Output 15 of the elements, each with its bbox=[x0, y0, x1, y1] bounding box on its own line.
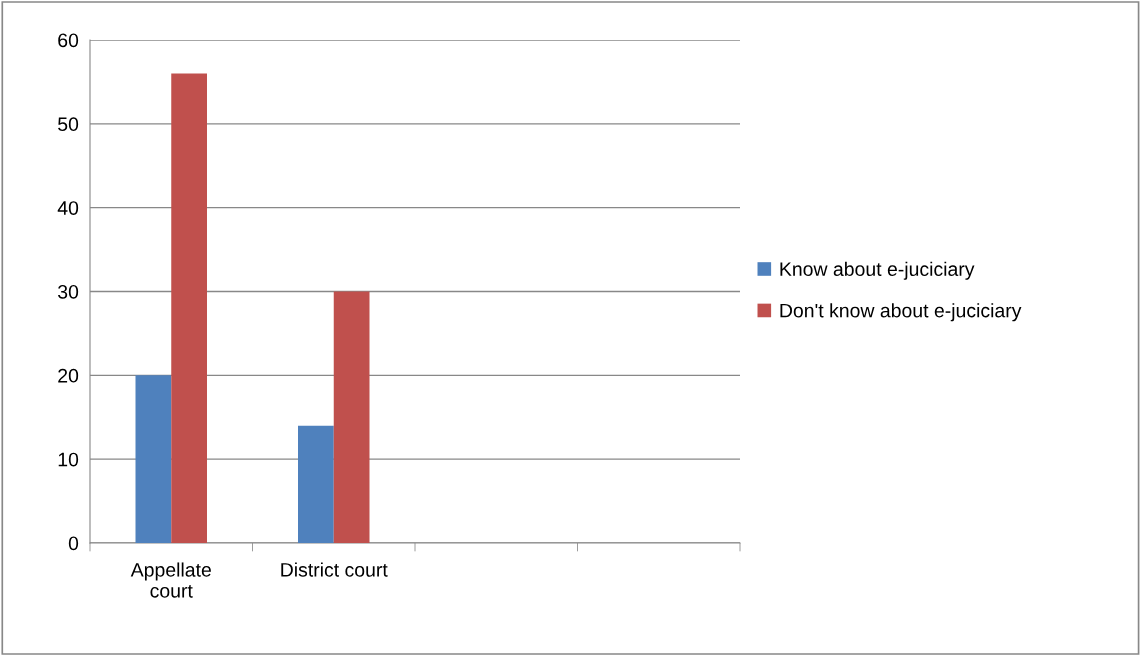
y-tick-label: 10 bbox=[58, 452, 79, 467]
legend-label: Don't know about e-juciciary bbox=[780, 303, 1022, 322]
y-tick-label: 60 bbox=[58, 33, 79, 48]
bar bbox=[171, 73, 207, 543]
y-tick-label: 40 bbox=[57, 201, 79, 215]
legend-label: Know about e-juciciary bbox=[780, 261, 975, 280]
y-tick-label: 0 bbox=[68, 536, 79, 551]
y-tick-label: 30 bbox=[58, 284, 79, 299]
bar bbox=[135, 375, 172, 543]
x-tick-label: District court bbox=[281, 562, 388, 577]
x-tick-label: Appellate court bbox=[130, 562, 211, 598]
bar bbox=[298, 425, 334, 543]
y-tick-label: 20 bbox=[58, 368, 79, 383]
y-tick-label: 50 bbox=[58, 117, 79, 132]
bar bbox=[333, 291, 370, 543]
